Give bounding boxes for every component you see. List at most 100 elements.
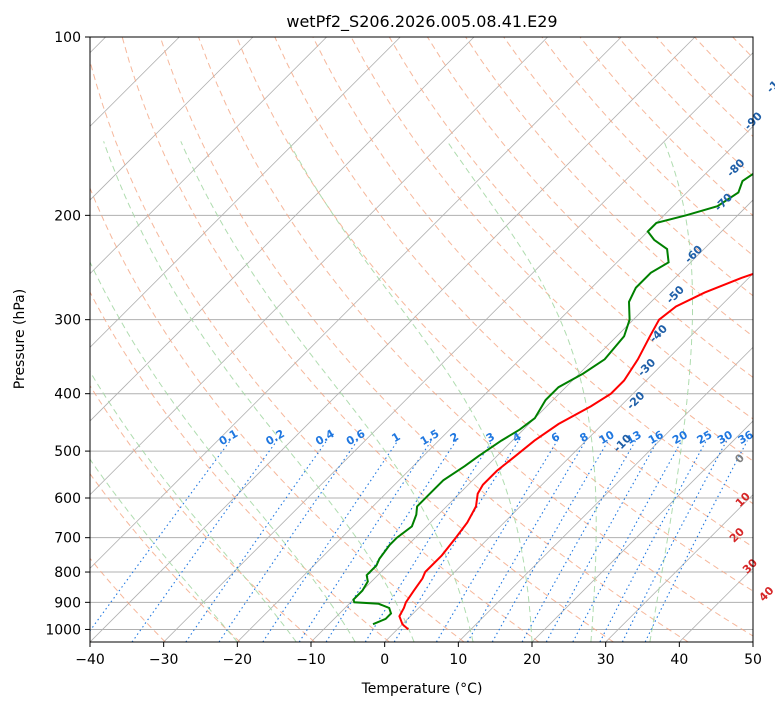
dry-adiabat-line	[656, 37, 753, 138]
mixing-ratio-line	[393, 440, 520, 642]
y-tick-label: 500	[54, 444, 81, 460]
dry-adiabat-line	[121, 37, 614, 642]
dry-adiabat-label: -80	[724, 156, 747, 179]
mixing-ratio-label: 3	[484, 430, 497, 445]
dry-adiabat-line	[198, 37, 753, 637]
plot-frame	[89, 36, 754, 643]
dry-adiabat-line	[465, 37, 753, 338]
isotherm-line	[90, 37, 622, 569]
mixing-ratio-label: 1	[390, 430, 403, 445]
dry-adiabat-label: 40	[756, 584, 775, 604]
dry-adiabat-line	[90, 59, 540, 642]
isotherm-line	[90, 37, 548, 496]
sounding-series	[352, 172, 753, 631]
dry-adiabat-line	[90, 291, 390, 642]
mixing-ratio-label: 2	[448, 430, 461, 445]
moist-adiabat-line	[90, 370, 297, 642]
mixing-ratio-line	[298, 440, 432, 642]
y-ticks: 100 200 300 400 500 600 700 800 900 1000	[45, 30, 90, 638]
y-tick-label: 700	[54, 531, 81, 547]
dry-adiabat-label: -20	[624, 389, 647, 412]
dry-adiabat-line	[388, 37, 753, 420]
mixing-ratio-label: 16	[646, 428, 666, 447]
dry-adiabat-line	[771, 37, 775, 642]
mixing-ratio-line	[131, 440, 278, 642]
mixing-ratio-line	[572, 440, 683, 642]
isotherm-line	[90, 37, 401, 348]
chart-title: wetPf2_S206.2026.005.08.41.E29	[286, 12, 557, 32]
x-axis-label: Temperature (°C)	[361, 681, 483, 697]
dewpoint-line	[352, 172, 753, 626]
y-tick-label: 100	[54, 30, 81, 46]
dry-adiabat-label: -100	[764, 67, 775, 96]
y-tick-label: 1000	[45, 622, 81, 638]
mixing-ratio-label: 0.2	[263, 427, 286, 448]
x-tick-label: −20	[223, 652, 253, 668]
dry-adiabat-line	[350, 37, 753, 462]
mixing-ratio-label: 30	[715, 428, 735, 447]
dry-adiabat-label: 30	[740, 556, 760, 576]
moist-adiabat-line	[90, 458, 238, 642]
dry-adiabat-label: -40	[647, 322, 670, 345]
background-lines	[90, 37, 775, 642]
isotherm-line	[90, 37, 696, 642]
isotherm-line	[237, 125, 753, 642]
isotherm-line	[605, 494, 753, 642]
isotherm-line	[752, 641, 753, 642]
y-tick-label: 900	[54, 595, 81, 611]
dry-adiabat-line	[426, 37, 753, 378]
y-axis-label: Pressure (hPa)	[12, 289, 28, 389]
mixing-ratio-line	[621, 440, 728, 642]
moist-adiabat-line	[287, 141, 533, 642]
y-tick-label: 300	[54, 313, 81, 329]
isotherm-line	[531, 420, 753, 642]
dry-adiabat-label: -60	[682, 242, 705, 265]
isotherm-line	[384, 273, 753, 642]
x-tick-label: 50	[744, 652, 762, 668]
mixing-ratio-line	[599, 440, 707, 642]
x-tick-label: −10	[296, 652, 326, 668]
x-tick-label: 0	[380, 652, 389, 668]
mixing-ratio-label: 0.1	[217, 427, 240, 448]
mixing-ratio-label: 6	[549, 430, 562, 445]
x-tick-label: 20	[523, 652, 541, 668]
mixing-ratio-label: 4	[510, 430, 523, 445]
x-tick-label: 30	[597, 652, 615, 668]
mixing-ratio-line	[521, 440, 637, 642]
dry-adiabat-line	[90, 472, 241, 642]
mixing-ratio-line	[491, 440, 609, 642]
moist-adiabat-line	[90, 260, 356, 642]
y-tick-label: 400	[54, 387, 81, 403]
mixing-ratio-label: 0.4	[313, 427, 337, 448]
dry-adiabat-label: -70	[712, 190, 735, 213]
dry-adiabat-label: 20	[727, 525, 747, 545]
moist-adiabat-line	[103, 141, 415, 642]
moist-adiabat-line	[446, 141, 597, 642]
isotherm-line	[90, 37, 475, 422]
x-tick-label: 10	[449, 652, 467, 668]
isotherm-line	[310, 199, 753, 642]
isotherm-line	[458, 346, 753, 642]
dry-adiabat-line	[90, 384, 316, 642]
dry-adiabat-line	[274, 37, 753, 548]
mixing-ratio-line	[435, 440, 558, 642]
mixing-ratio-line	[364, 440, 493, 642]
isotherm-line	[679, 567, 753, 642]
mixing-ratio-line	[185, 440, 328, 642]
x-tick-label: 40	[670, 652, 688, 668]
x-tick-label: −40	[75, 652, 105, 668]
mixing-ratio-label: 20	[670, 428, 690, 447]
mixing-ratio-line	[545, 440, 659, 642]
dry-adiabat-line	[503, 37, 753, 297]
isotherm-line	[90, 37, 327, 275]
moist-adiabat-line	[649, 141, 693, 642]
y-tick-label: 600	[54, 491, 81, 507]
x-tick-label: −30	[149, 652, 179, 668]
mixing-ratio-label: 1.5	[418, 427, 441, 448]
dry-adiabat-line	[312, 37, 753, 505]
moist-adiabat-line	[180, 141, 474, 642]
adiabat-labels: 0.1 0.2 0.4 0.6 1 1.5 2 3 4 6 8 10 13 16 20 25 30 36-100-…	[217, 67, 775, 604]
mixing-ratio-label: 25	[695, 428, 715, 447]
dry-adiabat-line	[90, 186, 465, 642]
